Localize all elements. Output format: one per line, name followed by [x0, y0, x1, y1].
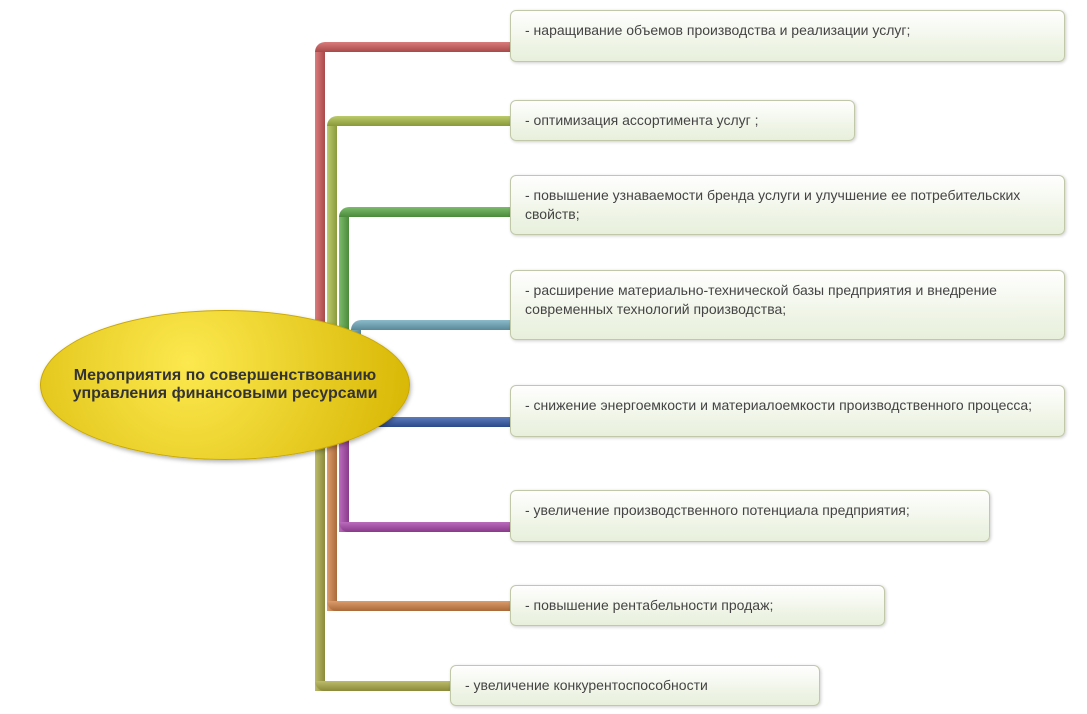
connector-horizontal: [315, 681, 456, 691]
connector-horizontal: [351, 320, 516, 330]
item-box: - увеличение конкурентоспособности: [450, 665, 820, 706]
central-node: Мероприятия по совершенствованию управле…: [40, 310, 410, 460]
item-box: - повышение рентабельности продаж;: [510, 585, 885, 626]
item-box: - повышение узнаваемости бренда услуги и…: [510, 175, 1065, 235]
item-label: - снижение энергоемкости и материалоемко…: [525, 397, 1032, 413]
connector-horizontal: [339, 522, 516, 532]
connector-horizontal: [327, 116, 516, 126]
connector-horizontal: [327, 601, 516, 611]
item-label: - оптимизация ассортимента услуг ;: [525, 112, 759, 128]
connector-horizontal: [339, 207, 516, 217]
item-label: - повышение рентабельности продаж;: [525, 597, 773, 613]
item-label: - увеличение производственного потенциал…: [525, 502, 910, 518]
item-box: - наращивание объемов производства и реа…: [510, 10, 1065, 62]
item-box: - снижение энергоемкости и материалоемко…: [510, 385, 1065, 437]
item-label: - расширение материально-технической баз…: [525, 282, 997, 317]
connector-horizontal: [315, 42, 516, 52]
item-box: - оптимизация ассортимента услуг ;: [510, 100, 855, 141]
item-label: - увеличение конкурентоспособности: [465, 677, 708, 693]
central-node-label: Мероприятия по совершенствованию управле…: [71, 367, 379, 403]
item-label: - повышение узнаваемости бренда услуги и…: [525, 187, 1020, 222]
item-box: - увеличение производственного потенциал…: [510, 490, 990, 542]
item-box: - расширение материально-технической баз…: [510, 270, 1065, 340]
item-label: - наращивание объемов производства и реа…: [525, 22, 910, 38]
